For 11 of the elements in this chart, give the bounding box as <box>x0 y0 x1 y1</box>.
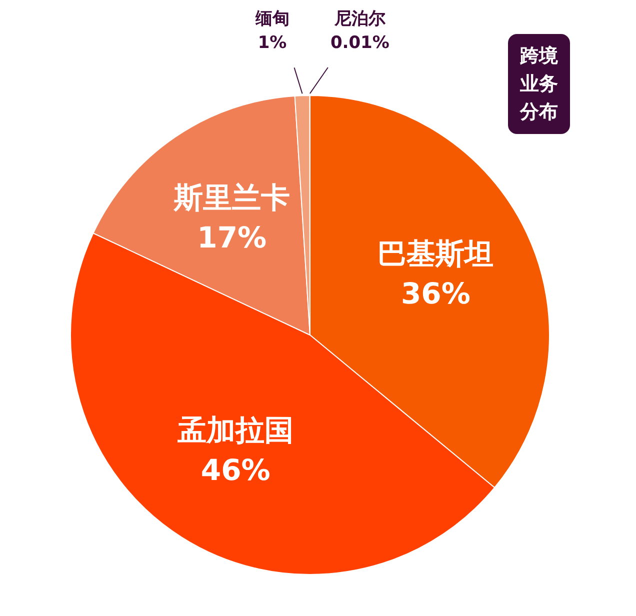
data-label: 0.01% <box>330 32 390 53</box>
data-label: 17% <box>197 220 267 255</box>
data-label: 36% <box>400 276 470 310</box>
data-label: 1% <box>258 33 287 54</box>
data-label: 46% <box>200 452 270 487</box>
text: 跨境业务分布 <box>508 34 570 134</box>
slice-label: 孟加拉国 <box>176 412 294 447</box>
slice-label: 斯里兰卡 <box>172 180 290 215</box>
slice-label: 尼泊尔 <box>333 8 386 29</box>
slice-label: 缅甸 <box>254 9 290 30</box>
slice-label: 巴基斯坦 <box>378 236 494 270</box>
